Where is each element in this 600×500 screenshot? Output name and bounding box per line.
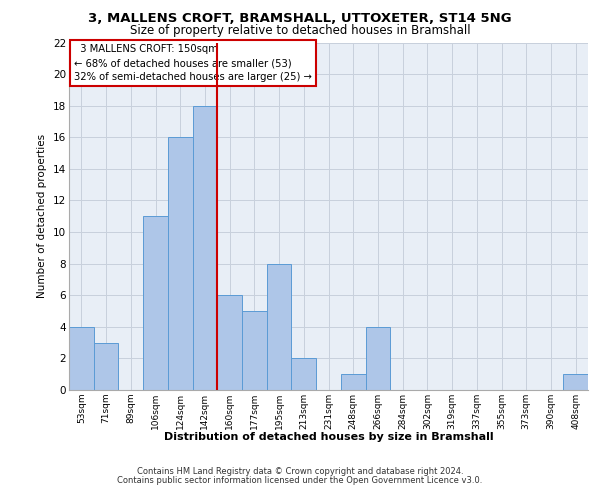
Bar <box>341 374 365 390</box>
Bar <box>69 327 94 390</box>
Text: 3 MALLENS CROFT: 150sqm  
← 68% of detached houses are smaller (53)
32% of semi-: 3 MALLENS CROFT: 150sqm ← 68% of detache… <box>74 44 312 82</box>
Bar <box>193 106 217 390</box>
Bar <box>94 342 118 390</box>
Text: Contains HM Land Registry data © Crown copyright and database right 2024.: Contains HM Land Registry data © Crown c… <box>137 467 463 476</box>
Bar <box>242 311 267 390</box>
Bar <box>292 358 316 390</box>
Bar <box>217 295 242 390</box>
Text: Distribution of detached houses by size in Bramshall: Distribution of detached houses by size … <box>164 432 494 442</box>
Bar <box>267 264 292 390</box>
Bar <box>563 374 588 390</box>
Bar <box>365 327 390 390</box>
Text: Size of property relative to detached houses in Bramshall: Size of property relative to detached ho… <box>130 24 470 37</box>
Y-axis label: Number of detached properties: Number of detached properties <box>37 134 47 298</box>
Text: Contains public sector information licensed under the Open Government Licence v3: Contains public sector information licen… <box>118 476 482 485</box>
Bar <box>168 138 193 390</box>
Bar <box>143 216 168 390</box>
Text: 3, MALLENS CROFT, BRAMSHALL, UTTOXETER, ST14 5NG: 3, MALLENS CROFT, BRAMSHALL, UTTOXETER, … <box>88 12 512 26</box>
